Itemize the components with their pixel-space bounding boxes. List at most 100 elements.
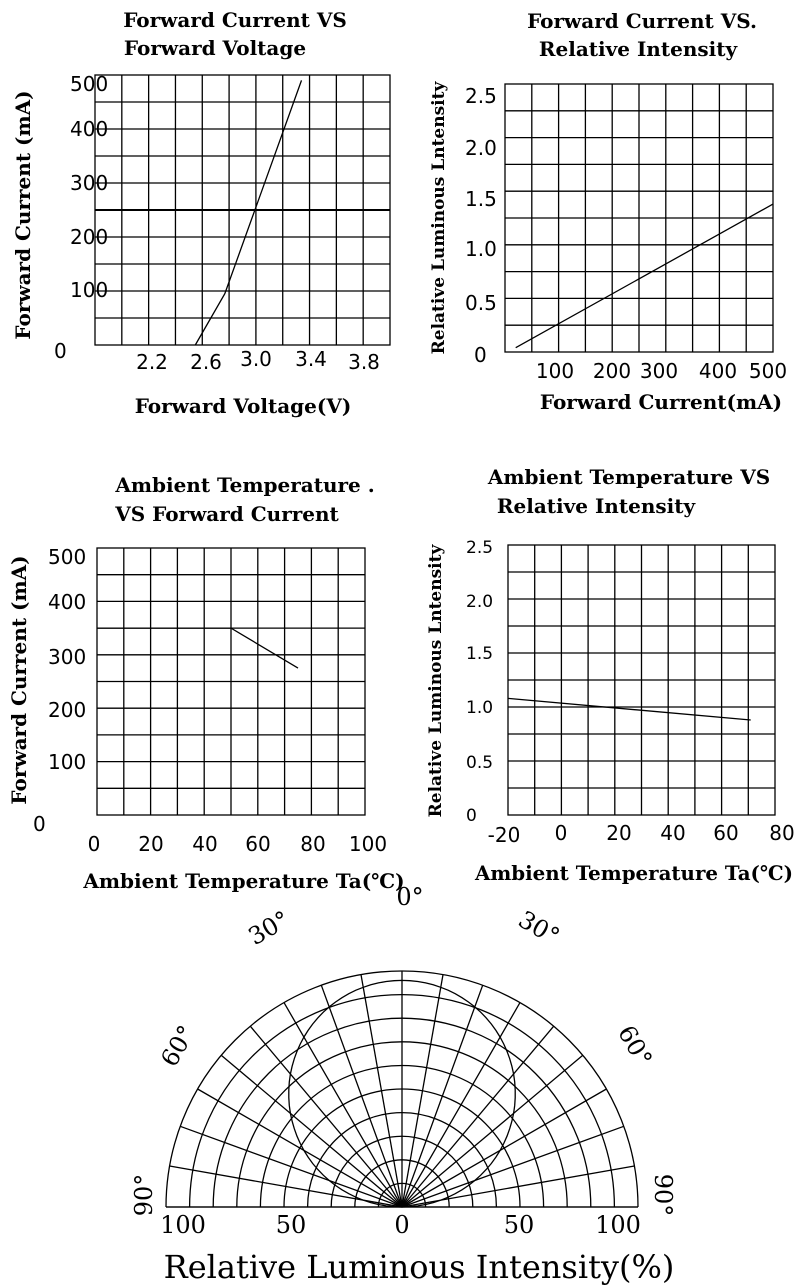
chart2-x-tick: 500 bbox=[749, 359, 787, 383]
chart1-y-tick: 0 bbox=[54, 339, 67, 363]
chart1-x-tick: 3.8 bbox=[348, 350, 380, 374]
chart4-y-ticks: 2.5 2.0 1.5 1.0 0.5 0 bbox=[466, 538, 493, 826]
chart4-curves bbox=[507, 697, 751, 721]
chart-temperature-vs-forward-current: Ambient Temperature . VS Forward Current… bbox=[7, 473, 405, 893]
polar-spoke bbox=[197, 1088, 403, 1208]
chart3-y-ticks: 500 400 300 200 100 0 bbox=[33, 545, 86, 836]
chart2-x-tick: 300 bbox=[640, 359, 678, 383]
chart4-y-axis-label: Relative Luminous Lntensity bbox=[426, 544, 446, 818]
chart3-title-line2: VS Forward Current bbox=[114, 502, 339, 526]
polar-angle-label: 60° bbox=[155, 1021, 201, 1072]
chart3-y-tick: 100 bbox=[48, 750, 86, 774]
chart2-curves bbox=[515, 203, 774, 349]
polar-spoke bbox=[179, 1125, 403, 1208]
chart3-y-tick: 0 bbox=[33, 812, 46, 836]
chart2-x-axis-label: Forward Current(mA) bbox=[540, 390, 782, 414]
polar-angle-label: 90° bbox=[130, 1174, 158, 1217]
chart1-y-tick: 100 bbox=[70, 278, 108, 302]
chart4-x-tick: -20 bbox=[488, 823, 521, 847]
chart2-x-tick: 100 bbox=[536, 359, 574, 383]
series-line bbox=[97, 627, 299, 669]
chart1-x-tick: 3.4 bbox=[295, 347, 327, 371]
chart2-y-tick: 2.0 bbox=[465, 136, 497, 160]
chart3-grid bbox=[96, 547, 366, 816]
chart1-title-line1: Forward Current VS bbox=[123, 8, 347, 32]
polar-spoke bbox=[401, 1088, 607, 1208]
chart3-title-line1: Ambient Temperature . bbox=[114, 473, 374, 497]
chart2-y-tick: 0 bbox=[474, 343, 487, 367]
chart2-title-line1: Forward Current VS. bbox=[527, 9, 757, 33]
polar-axis-label: Relative Luminous Intensity(%) bbox=[164, 1248, 675, 1286]
chart3-x-tick: 80 bbox=[300, 832, 325, 856]
chart2-x-ticks: 100 200 300 400 500 bbox=[536, 359, 787, 383]
chart1-grid bbox=[94, 74, 391, 346]
chart3-y-tick: 200 bbox=[48, 698, 86, 722]
chart1-y-tick: 200 bbox=[70, 225, 108, 249]
polar-radial-label: 100 bbox=[595, 1211, 641, 1239]
polar-spoke bbox=[320, 984, 403, 1208]
chart3-x-tick: 40 bbox=[192, 832, 217, 856]
chart3-x-ticks: 0 20 40 60 80 100 bbox=[88, 832, 387, 856]
chart4-x-ticks: -20 0 20 40 60 80 bbox=[488, 821, 795, 847]
chart2-x-tick: 200 bbox=[593, 359, 631, 383]
polar-radial-label: 50 bbox=[504, 1211, 535, 1239]
polar-radial-labels: 100 50 0 50 100 bbox=[160, 1211, 641, 1239]
chart3-y-axis-label: Forward Current (mA) bbox=[7, 555, 31, 804]
chart1-y-axis-label: Forward Current (mA) bbox=[11, 90, 35, 339]
chart2-y-tick: 2.5 bbox=[465, 84, 497, 108]
chart2-y-tick: 0.5 bbox=[465, 291, 497, 315]
polar-grid bbox=[165, 970, 639, 1208]
polar-angle-label: 0° bbox=[396, 883, 423, 911]
polar-spoke bbox=[401, 974, 444, 1208]
polar-curves bbox=[288, 979, 516, 1208]
chart1-y-tick: 400 bbox=[70, 117, 108, 141]
chart1-x-axis-label: Forward Voltage(V) bbox=[135, 394, 352, 418]
chart1-y-ticks: 500 400 300 200 100 0 bbox=[54, 72, 108, 363]
polar-angle-label: 60° bbox=[612, 1021, 658, 1072]
chart1-x-ticks: 2.2 2.6 3.0 3.4 3.8 bbox=[136, 347, 380, 374]
chart1-x-tick: 3.0 bbox=[240, 347, 272, 371]
chart3-x-axis-label: Ambient Temperature Ta(℃) bbox=[82, 869, 404, 893]
chart4-x-tick: 60 bbox=[713, 821, 738, 845]
chart3-y-tick: 400 bbox=[48, 590, 86, 614]
chart2-x-tick: 400 bbox=[699, 359, 737, 383]
chart4-x-tick: 80 bbox=[769, 821, 794, 845]
polar-spoke bbox=[401, 1054, 584, 1208]
chart2-title-line2: Relative Intensity bbox=[539, 37, 739, 61]
chart3-curves bbox=[97, 627, 299, 669]
chart-forward-current-vs-voltage: Forward Current VS Forward Voltage 500 4… bbox=[11, 8, 391, 418]
chart4-x-tick: 40 bbox=[660, 821, 685, 845]
polar-radial-label: 100 bbox=[160, 1211, 206, 1239]
polar-radial-label: 50 bbox=[276, 1211, 307, 1239]
chart4-y-tick: 2.0 bbox=[466, 592, 493, 612]
chart3-x-tick: 60 bbox=[245, 832, 270, 856]
polar-spoke bbox=[401, 1125, 625, 1208]
chart4-grid bbox=[507, 544, 776, 816]
polar-radial-label: 0 bbox=[394, 1211, 409, 1239]
series-line bbox=[515, 203, 774, 349]
series-line bbox=[507, 697, 751, 721]
series-line bbox=[194, 80, 303, 346]
chart3-x-tick: 0 bbox=[88, 832, 101, 856]
chart-forward-current-vs-intensity: Forward Current VS. Relative Intensity 2… bbox=[429, 9, 787, 414]
chart-polar-radiation-pattern: 0° 30° 30° 60° 60° 90° 90° 100 50 0 50 1… bbox=[130, 883, 677, 1286]
chart1-y-tick: 300 bbox=[70, 171, 108, 195]
chart4-y-tick: 1.0 bbox=[466, 698, 493, 718]
chart3-x-tick: 100 bbox=[349, 832, 387, 856]
polar-spoke bbox=[360, 974, 403, 1208]
polar-angle-label: 90° bbox=[649, 1174, 677, 1217]
chart2-grid bbox=[504, 83, 774, 353]
chart4-x-axis-label: Ambient Temperature Ta(℃) bbox=[474, 861, 793, 885]
chart4-y-tick: 0 bbox=[466, 806, 477, 826]
chart4-x-tick: 0 bbox=[555, 821, 568, 845]
polar-angle-label: 30° bbox=[514, 905, 565, 951]
chart1-x-tick: 2.2 bbox=[136, 350, 168, 374]
chart3-y-tick: 300 bbox=[48, 645, 86, 669]
chart4-y-tick: 1.5 bbox=[466, 644, 493, 664]
polar-angle-labels: 0° 30° 30° 60° 60° 90° 90° bbox=[130, 883, 677, 1216]
polar-intensity-curve bbox=[288, 979, 516, 1208]
chart2-y-tick: 1.0 bbox=[465, 237, 497, 261]
chart4-x-tick: 20 bbox=[606, 821, 631, 845]
chart1-curves bbox=[194, 80, 303, 346]
